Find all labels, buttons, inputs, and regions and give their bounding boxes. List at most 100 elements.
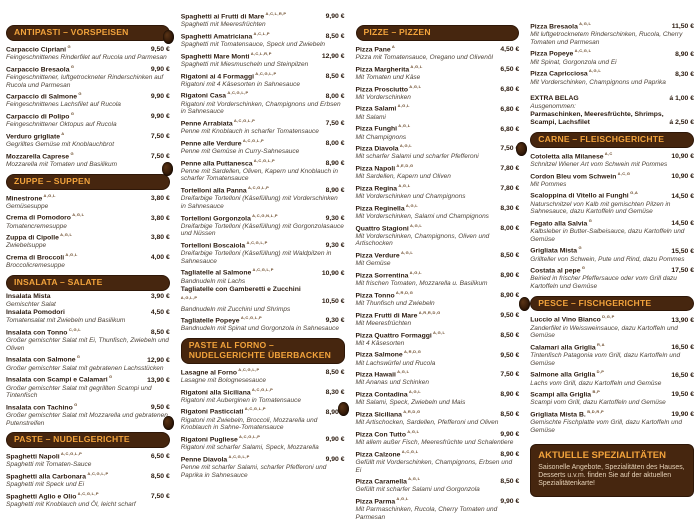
menu-item: Luccio al Vino Bianco D,G,P 13,90 € [530,313,694,324]
menu-item-price: 9,90 € [500,431,520,439]
allergen-codes: A,E,D,G [395,163,414,169]
menu-item-price: 8,90 € [500,391,520,399]
menu-item-price: 6,80 € [500,85,520,93]
menu-item-price: 8,30 € [500,205,520,213]
allergen-codes: D,G,P [600,314,615,320]
allergen-codes: A,C,G,L,P [241,137,264,143]
menu-item-price: 8,90 € [325,408,345,416]
menu-item-description: Mit Meeresfrüchten [355,319,412,327]
menu-item-name: Rigatoni alla Siciliana A,C,G,L,P [180,386,274,396]
menu-item-name: Spaghetti Amatriciana A,C,L,P [180,30,270,41]
menu-item-price: 17,50 € [671,267,694,275]
menu-item-description: Zanderfilet in Weissweinsauce, dazu Kart… [530,324,678,340]
menu-item-price: 9,90 € [325,456,345,464]
menu-item-name: Pizza Siciliana A,R,D,G [355,408,421,419]
menu-item: Minestrone A,G,L 3,80 € [6,192,170,203]
allergen-codes: A,R,D,G [394,289,414,295]
menu-item-description: Tomatensalat mit Zwiebeln und Basilikum [6,317,126,325]
menu-item-description: Schnitzel Wiener Art vom Schwein mit Pom… [530,160,668,168]
text-line: EXTRA BELAG á 1,00 € [530,95,694,103]
menu-item-price: 3,90 € [150,292,170,300]
section-header-label: ZUPPE – SUPPEN [14,175,91,186]
menu-item-description: Mit Tomaten und Käse [355,74,421,81]
menu-item: Costata al pepe G 17,50 € [530,264,694,275]
menu-item-description: Spaghetti mit Miesmuscheln und Steinpilz… [180,60,309,68]
menu-item: Spaghetti Napoli A,C,G,L,P 6,50 € [6,450,170,461]
allergen-codes: A,G,L [408,222,423,228]
allergen-codes: G [107,374,113,380]
menu-item-name: Pizza Quattro Formaggi A,G,L [355,329,446,339]
menu-item-description: Pizza mit Tomatensauce, Oregano und Oliv… [355,54,493,62]
menu-item-description: Broccolicremesuppe [6,262,65,270]
section-header: INSALATA – SALATE [6,274,170,291]
menu-item: Pizza Salami A,G,L 6,80 € [356,102,520,113]
menu-item-description: Feingeschnittenes Lachsfilet auf Rucola [6,101,121,109]
menu-item-name: Tagliatelle con Gamberetti e Zucchini A,… [180,286,301,301]
allergen-codes: A,G,L [406,476,421,482]
menu-item-name: Costata al pepe G [530,265,586,275]
menu-item-price: 3,80 € [150,194,170,202]
menu-item-price: 6,80 € [500,125,520,133]
menu-item-description: Naturschnitzel von Kalb mit gemischten P… [530,200,671,216]
menu-item-price: 8,50 € [150,329,170,337]
menu-item-description: Bandnudeln mit Lachs [180,277,246,285]
allergen-codes: A,C,G,L,P [59,451,83,457]
allergen-codes: A,C,G,L,P [252,157,275,163]
menu-item-name: Scampi alla Griglia B,P [530,389,601,399]
section-header: PIZZE – PIZZEN [355,25,520,41]
menu-item-description: Rigatoni mit 4 Käsesorten in Sahnesauce [180,80,300,88]
menu-item-description: Tintenfisch Patagonia vom Grill, dazu Ka… [530,352,681,367]
section-header-label: INSALATA – SALATE [14,276,103,287]
menu-item-description: Mit allem außer Fisch, Meeresfrüchte und… [355,439,514,447]
menu-item: Pizza Bresaola A,G,L 11,50 € [530,20,694,31]
menu-item-description: Mit Gemüse [355,260,391,268]
menu-item-name: Grigliata Mista B. B,D,R,P [530,409,604,419]
menu-item-name: Rigatoni Pugliese A,C,G,L,P [180,433,261,444]
menu-item: Quattro Stagioni A,G,L 8,00 € [356,222,520,233]
menu-item-price: 4,50 € [150,309,170,317]
allergen-codes: R,A [595,341,605,347]
menu-item-price: 9,90 € [325,13,345,21]
allergen-codes: A,G,L [64,252,78,258]
specials-note-box: AKTUELLE SPEZIALITÄTEN Saisonelle Angebot… [530,443,694,497]
menu-item: Pizza Tonno A,R,D,G 8,90 € [356,289,520,300]
menu-item-description: Scampi vom Grill, dazu Kartoffeln und Ge… [530,399,666,407]
menu-item-price: 10,90 € [321,269,345,277]
menu-item-name: Pizza Salmone A,R,D,G [355,349,422,359]
menu-item-description: Mit Lachswürfel und Rucola [355,359,436,367]
menu-item-price: 8,90 € [675,50,694,58]
menu-item: Tagliatelle con Gamberetti e Zucchini A,… [181,286,345,305]
menu-item-description: Rigatoni mit scharfer Salami, Speck, Moz… [180,444,319,452]
menu-item: Tortelloni alla Panna A,C,G,L,P 8,90 € [181,184,345,195]
allergen-codes: D,P [595,369,605,375]
menu-item-description: Bandnudeln mit Spinat und Gorgonzola in … [180,325,340,333]
menu-item-description: Mit 4 Käsesorten [355,339,405,347]
menu-item-name: Spaghetti Mare Monti A,C,L,R,P [180,50,272,60]
menu-item-description: Großer gemischter Salat mit Mozzarella u… [6,412,168,427]
menu-item: Pizza Funghi A,G,L 6,80 € [356,122,520,133]
menu-item: Spaghetti Aglio e Olio A,C,G,L,P 7,50 € [6,490,170,501]
menu-item-name: Crema di Broccoli A,G,L [6,252,78,262]
menu-item: Insalata con Tachino G 9,50 € [6,401,170,412]
menu-item-name: Tagliatelle Popeye A,C,G,L,P [180,315,262,325]
menu-item-description: Gemischter Salat [6,300,56,308]
allergen-codes: G [69,111,75,117]
menu-item-price: 8,50 € [325,369,345,377]
menu-item-name: Tortelloni Gorgonzola A,C,G,N,L,P [180,212,278,222]
menu-item-name: Zuppa di Cipolle A,G,L [6,232,73,242]
menu-item-description: Mit Salami [355,113,386,121]
menu-column: Spaghetti ai Frutti di Mare A,C,L,R,P 9,9… [180,10,345,494]
section-header-label: PIZZE – PIZZEN [363,27,431,37]
menu-item-description: Grillteller von Schwein, Pute und Rind, … [530,255,685,263]
menu-item-price: 15,50 € [671,247,694,255]
menu-item-name: Insalata con Scampi e Calamari G [6,374,113,384]
menu-item-name: Cordon Bleu vom Schwein A,C,G [530,170,631,180]
menu-item-description: Rigatoni mit Vorderschinken, Champignons… [180,100,341,116]
menu-item-price: 8,90 € [325,187,345,195]
menu-item-price: 8,90 € [500,450,520,458]
menu-item-name: Pizza Contadina A,G,L [355,389,422,399]
menu-item-description: Mit Artischocken, Sardellen, Pfefferoni … [355,419,499,427]
menu-item: Verduro grigliate A 7,50 € [6,130,170,141]
menu-item-description: Lachs vom Grill, dazu Kartoffeln und Gem… [530,379,662,387]
allergen-codes: A,C,G,N,L,P [250,212,278,218]
